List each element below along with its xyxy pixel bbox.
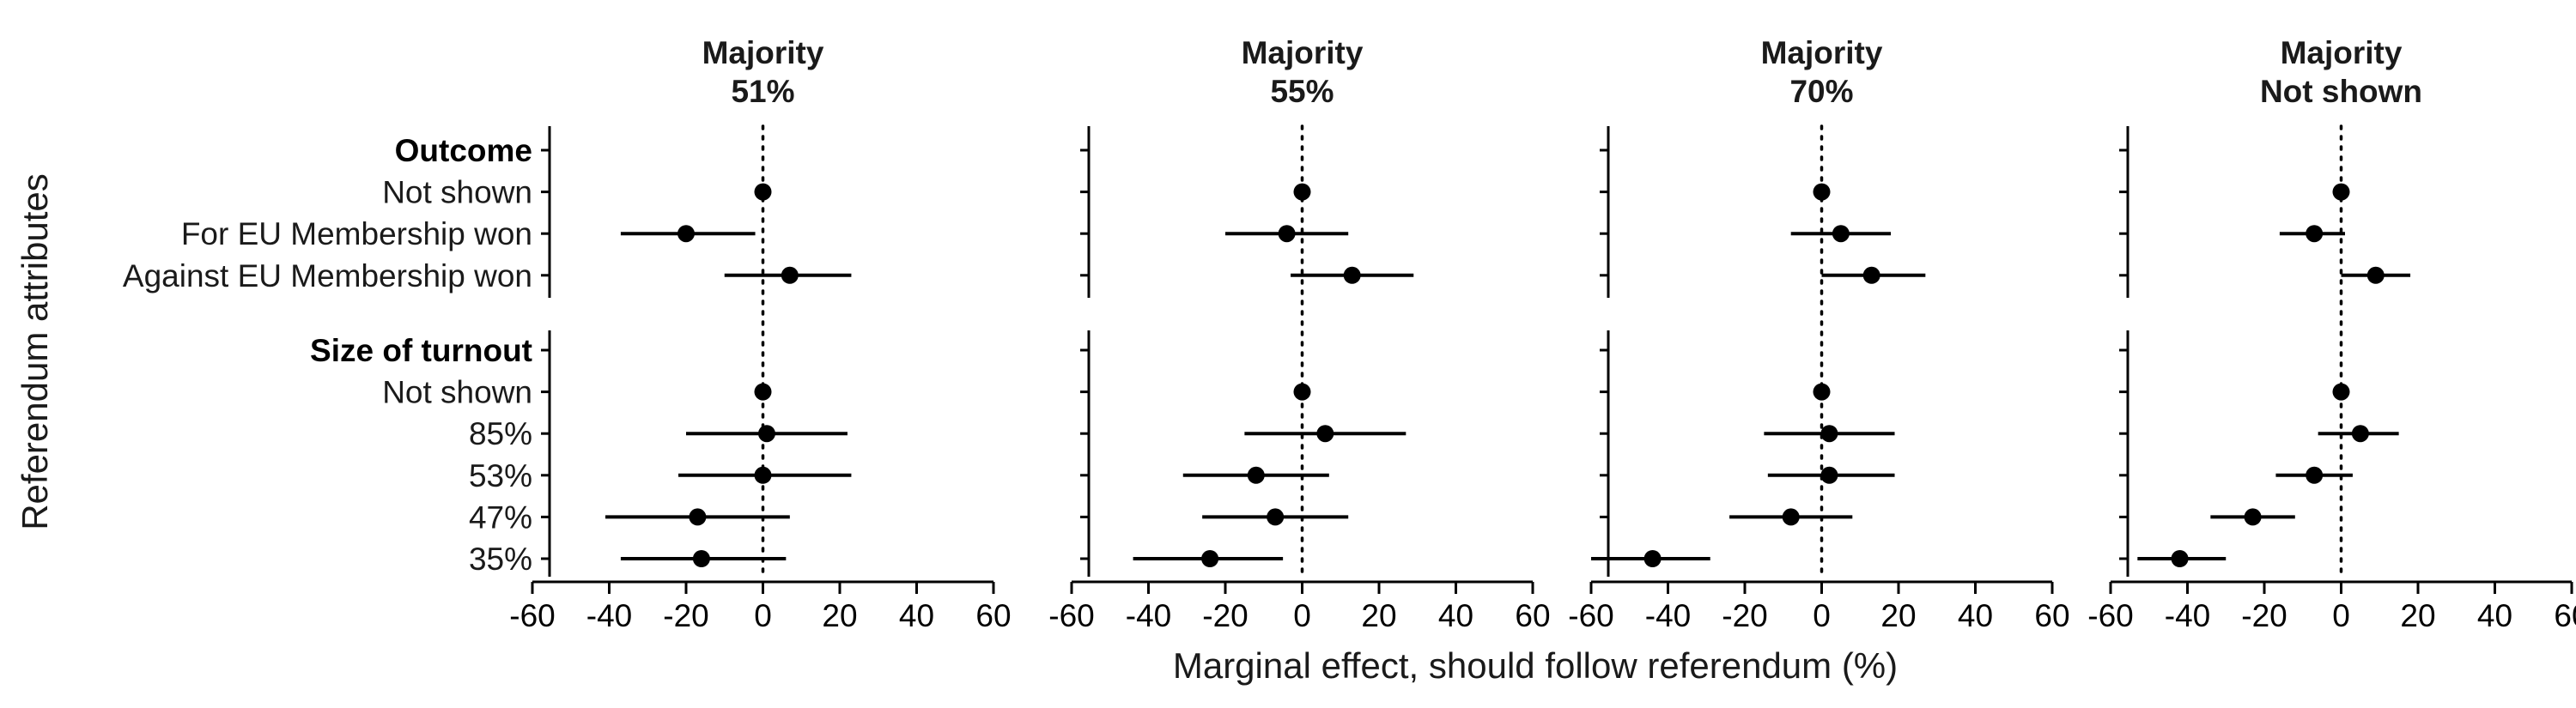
data-point	[689, 508, 707, 526]
x-tick-label: 40	[1958, 598, 1993, 633]
x-tick-label: 0	[754, 598, 772, 633]
data-point	[2306, 466, 2324, 484]
x-tick-label: 20	[1880, 598, 1916, 633]
x-tick-label: 0	[2332, 598, 2350, 633]
data-point	[1293, 383, 1311, 401]
x-tick-label: -20	[663, 598, 708, 633]
category-label: 35%	[469, 542, 532, 577]
x-tick-label: 20	[1361, 598, 1396, 633]
data-point	[2351, 425, 2369, 443]
x-tick-label: 60	[975, 598, 1011, 633]
data-point	[1643, 550, 1662, 567]
x-tick-label: 40	[899, 598, 934, 633]
x-tick-label: -60	[1048, 598, 1094, 633]
x-tick-label: 20	[2400, 598, 2435, 633]
x-tick-label: 60	[2554, 598, 2576, 633]
panel-title: 51%	[731, 74, 794, 109]
data-point	[1293, 183, 1311, 201]
category-label: 53%	[469, 458, 532, 493]
x-tick-label: 40	[1438, 598, 1473, 633]
panel-title: Majority	[702, 35, 824, 70]
data-point	[757, 425, 775, 443]
panel-title: 70%	[1789, 74, 1853, 109]
data-point	[1832, 225, 1850, 243]
x-tick-label: 60	[1515, 598, 1550, 633]
data-point	[1316, 425, 1334, 443]
x-tick-label: -20	[2241, 598, 2287, 633]
data-point	[754, 383, 772, 401]
group-label: Size of turnout	[310, 333, 532, 368]
data-point	[1201, 550, 1219, 567]
data-point	[2366, 266, 2385, 284]
data-point	[1820, 425, 1838, 443]
data-point	[1813, 383, 1831, 401]
x-tick-label: -60	[509, 598, 555, 633]
data-point	[2244, 508, 2262, 526]
category-label: For EU Membership won	[181, 216, 532, 251]
x-tick-label: 40	[2477, 598, 2512, 633]
panel-title: Not shown	[2260, 74, 2422, 109]
panel-title: Majority	[2281, 35, 2403, 70]
data-point	[1343, 266, 1361, 284]
data-point	[1782, 508, 1800, 526]
x-tick-label: -40	[2165, 598, 2210, 633]
data-point	[754, 183, 772, 201]
category-label: Against EU Membership won	[123, 258, 532, 293]
x-tick-label: 0	[1813, 598, 1831, 633]
data-point	[1820, 466, 1838, 484]
x-tick-label: -40	[586, 598, 632, 633]
category-label: Not shown	[382, 175, 532, 210]
x-tick-label: -60	[2087, 598, 2133, 633]
data-point	[1267, 508, 1285, 526]
data-point	[1278, 225, 1296, 243]
panel-title: 55%	[1270, 74, 1334, 109]
x-axis-title: Marginal effect, should follow referendu…	[1173, 645, 1898, 686]
x-tick-label: -40	[1126, 598, 1171, 633]
category-label: 47%	[469, 499, 532, 535]
data-point	[2306, 225, 2324, 243]
panel-title: Majority	[1761, 35, 1883, 70]
data-point	[1247, 466, 1265, 484]
category-label: 85%	[469, 416, 532, 451]
x-tick-label: -60	[1568, 598, 1613, 633]
x-tick-label: 60	[2034, 598, 2069, 633]
data-point	[1813, 183, 1831, 201]
group-label: Outcome	[395, 133, 532, 168]
x-tick-label: 20	[822, 598, 857, 633]
x-tick-label: -20	[1722, 598, 1767, 633]
data-point	[754, 466, 772, 484]
panel-title: Majority	[1242, 35, 1364, 70]
category-label: Not shown	[382, 375, 532, 410]
data-point	[2332, 183, 2350, 201]
data-point	[2171, 550, 2189, 567]
data-point	[692, 550, 710, 567]
data-point	[1862, 266, 1880, 284]
data-point	[781, 266, 799, 284]
data-point	[2332, 383, 2350, 401]
x-tick-label: -20	[1202, 598, 1248, 633]
y-axis-title: Referendum attributes	[15, 173, 55, 530]
x-tick-label: -40	[1645, 598, 1691, 633]
x-tick-label: 0	[1293, 598, 1311, 633]
data-point	[677, 225, 695, 243]
